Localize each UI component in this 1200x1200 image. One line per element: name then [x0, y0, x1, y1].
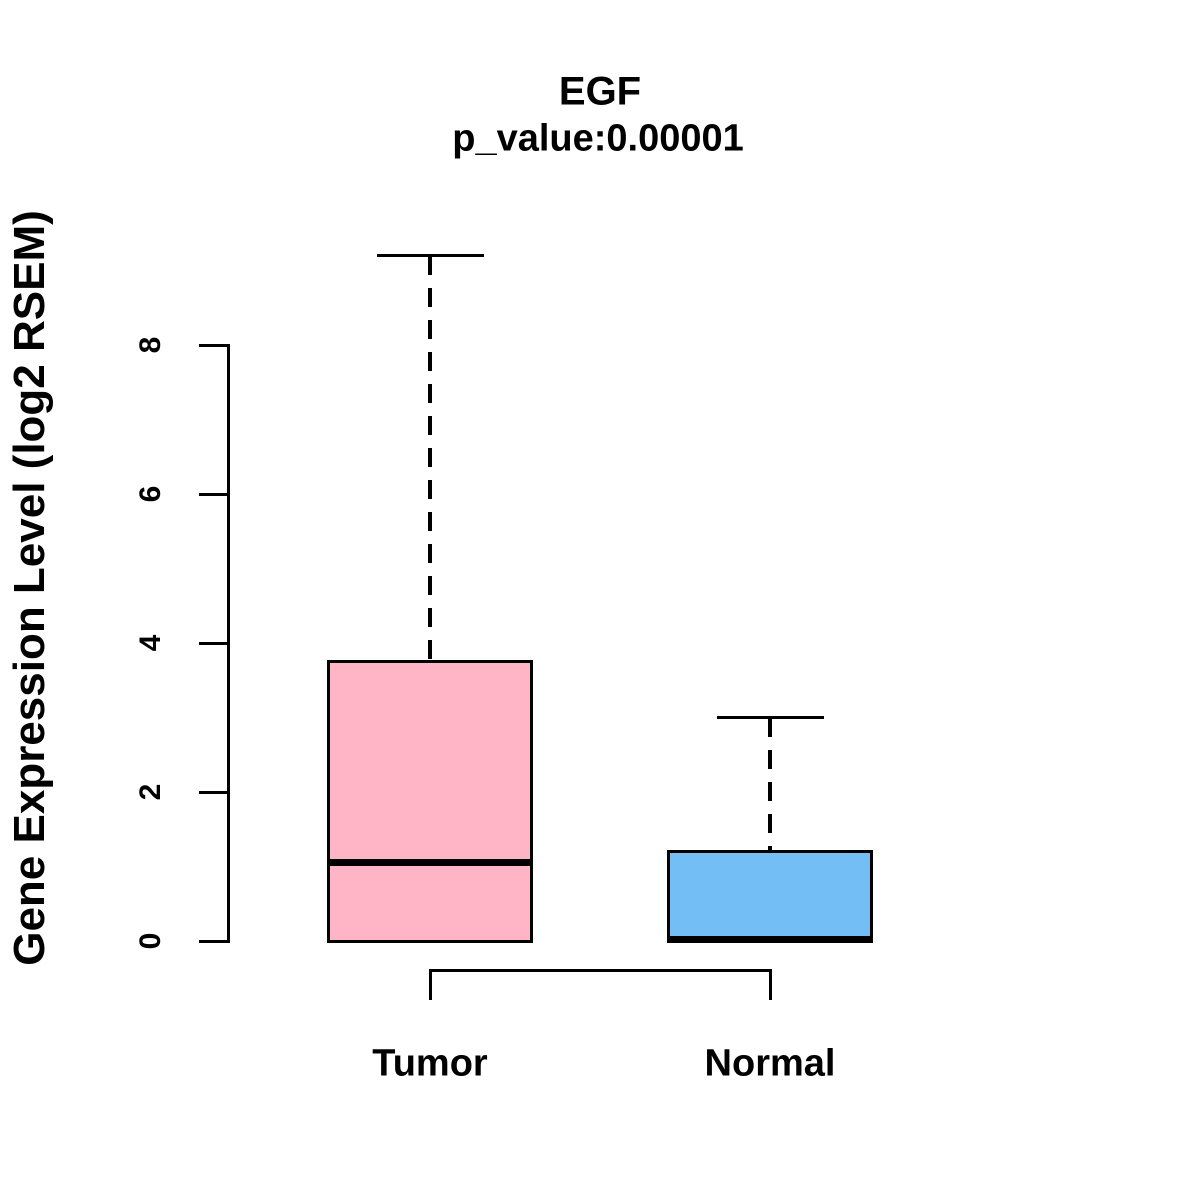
chart-title: EGF — [558, 69, 642, 114]
normal-box — [667, 850, 873, 943]
x-axis-line — [428, 969, 772, 1000]
y-tick-label: 4 — [134, 634, 167, 652]
y-tick-label: 0 — [134, 932, 167, 950]
normal-upper-whisker — [768, 717, 772, 852]
y-tick-label: 6 — [134, 485, 167, 503]
normal-median-line — [667, 936, 873, 943]
y-tick — [199, 939, 227, 943]
chart-subtitle-pvalue: p_value:0.00001 — [452, 117, 744, 160]
y-axis-line — [227, 343, 230, 943]
normal-whisker-cap — [716, 716, 824, 719]
y-tick — [199, 492, 227, 496]
y-axis-title: Gene Expression Level (log2 RSEM) — [5, 210, 54, 966]
y-tick — [199, 343, 227, 347]
tumor-whisker-cap — [376, 254, 484, 258]
y-tick-label: 2 — [134, 783, 167, 801]
category-label-normal: Normal — [704, 1042, 836, 1085]
category-label-tumor: Tumor — [372, 1042, 488, 1085]
y-tick — [199, 641, 227, 645]
y-tick-label: 8 — [134, 336, 167, 354]
y-tick — [199, 790, 227, 794]
tumor-median-line — [327, 859, 533, 867]
tumor-upper-whisker — [428, 255, 432, 662]
tumor-box — [327, 660, 533, 943]
